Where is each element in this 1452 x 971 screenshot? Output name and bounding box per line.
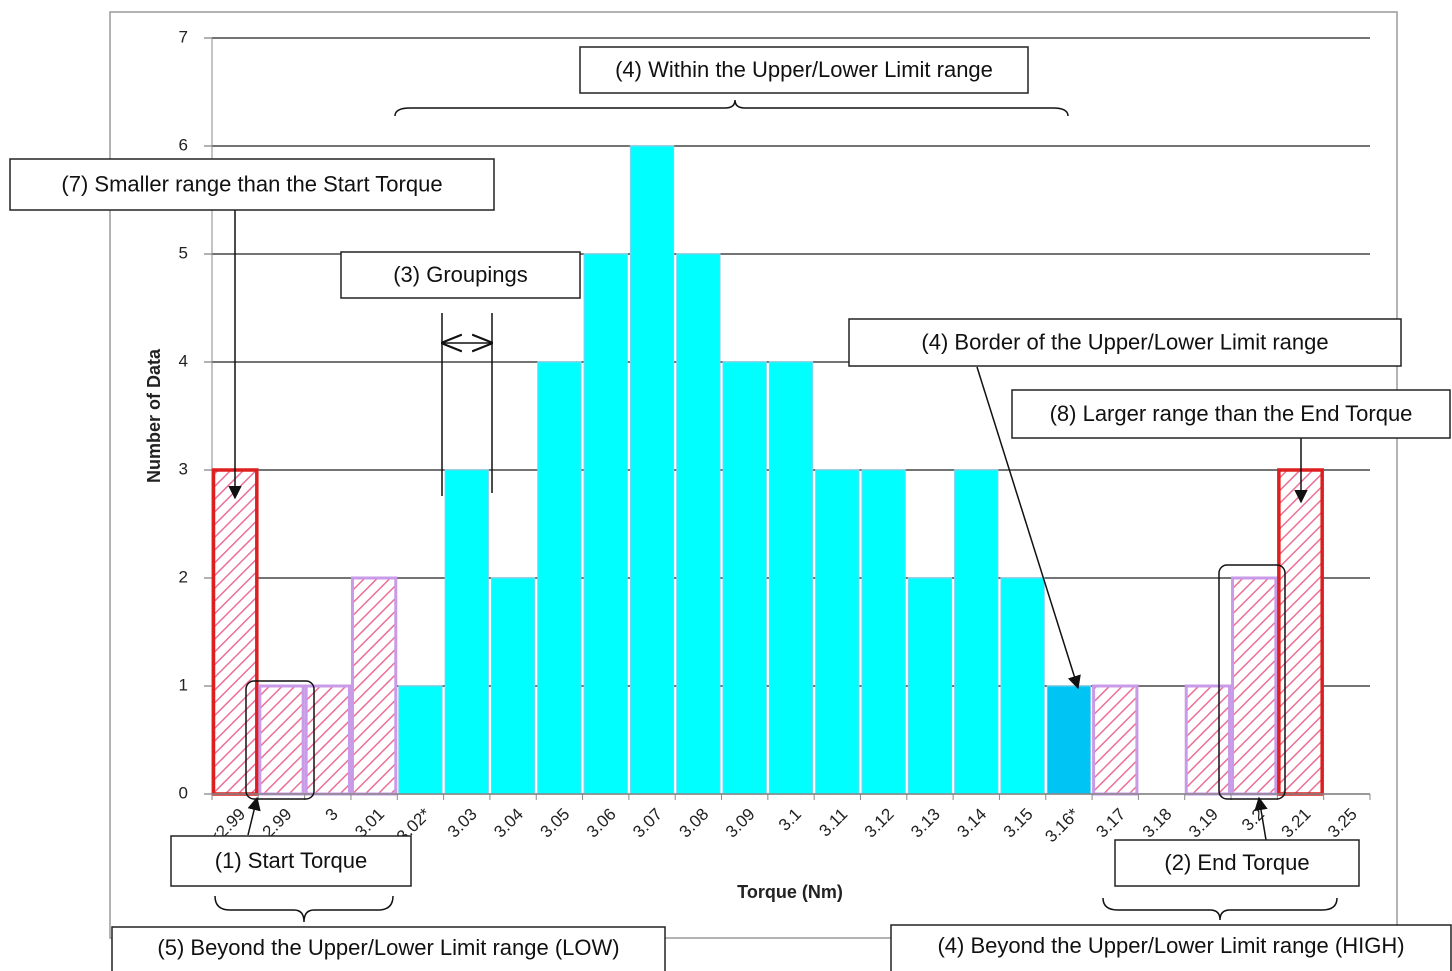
- annotation: (8) Larger range than the End Torque: [1050, 401, 1413, 426]
- bar: [1046, 685, 1092, 795]
- annotation-box: [848, 318, 1402, 367]
- bar: [1184, 684, 1232, 796]
- bar: [398, 685, 443, 795]
- bar: [815, 469, 860, 795]
- y-tick-label: 6: [179, 135, 188, 154]
- bar: [1231, 576, 1278, 796]
- bar: [537, 361, 582, 795]
- bar: [258, 684, 305, 796]
- annotation-box: [1114, 839, 1360, 887]
- annotation-box: [890, 924, 1452, 971]
- annotation: (4) Within the Upper/Lower Limit range: [615, 57, 993, 82]
- y-tick-label: 0: [179, 783, 188, 802]
- pointer: [976, 366, 1081, 690]
- bar: [444, 469, 489, 795]
- bar: [629, 145, 675, 795]
- y-tick-label: 4: [179, 351, 188, 370]
- annotation: (4) Border of the Upper/Lower Limit rang…: [921, 329, 1328, 354]
- bar: [907, 577, 953, 795]
- annotation: (2) End Torque: [1164, 850, 1309, 875]
- annotation: (5) Beyond the Upper/Lower Limit range (…: [157, 935, 619, 960]
- annotation: (3) Groupings: [393, 262, 528, 287]
- y-tick-label: 2: [179, 567, 188, 586]
- y-tick-label: 3: [179, 459, 188, 478]
- bar: [954, 469, 999, 795]
- annotation: (7) Smaller range than the Start Torque: [61, 171, 442, 196]
- annotation-box: [170, 835, 412, 887]
- annotation-box: [340, 251, 581, 299]
- bar: [722, 361, 767, 795]
- pointer: [1254, 796, 1268, 841]
- bar: [1000, 577, 1045, 795]
- bar: [350, 576, 398, 796]
- annotations: (4) Within the Upper/Lower Limit range (7…: [9, 46, 1452, 971]
- y-axis-title: Number of Data: [144, 348, 164, 483]
- annotation-box: [111, 926, 666, 971]
- annotation-box: [1011, 389, 1451, 439]
- annotation: (4) Beyond the Upper/Lower Limit range (…: [937, 933, 1404, 958]
- bar: [490, 577, 536, 795]
- bar: [1092, 684, 1139, 796]
- annotation: (1) Start Torque: [215, 848, 367, 873]
- bar: [768, 361, 814, 795]
- annotation-box: [579, 46, 1029, 94]
- pointer: [247, 796, 261, 836]
- y-tick-label: 5: [179, 243, 188, 262]
- highlight-box: [1218, 564, 1286, 800]
- bar: [676, 253, 721, 795]
- bar: [583, 253, 628, 795]
- bar: [211, 468, 259, 796]
- x-axis-title: Torque (Nm): [737, 882, 843, 902]
- brace: [1102, 897, 1338, 921]
- brace: [394, 99, 1069, 117]
- brace: [214, 895, 394, 923]
- bar: [861, 469, 906, 795]
- annotation-box: [9, 158, 495, 211]
- highlight-box: [245, 680, 315, 800]
- bar: [304, 684, 351, 796]
- y-tick-label: 1: [179, 675, 188, 694]
- y-tick-label: 7: [179, 27, 188, 46]
